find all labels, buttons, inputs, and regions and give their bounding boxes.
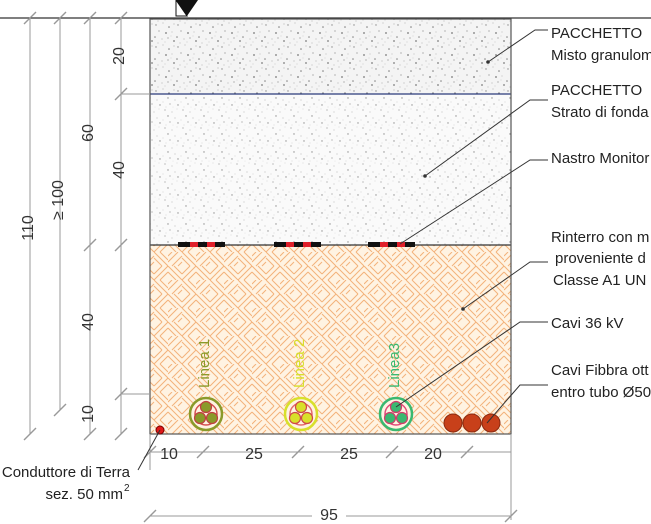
warning-tape-3 xyxy=(368,242,415,247)
label-ground-2: sez. 50 mm xyxy=(45,486,123,503)
linea-1-label: Linea 1 xyxy=(196,339,213,388)
label-ground-1: Conduttore di Terra xyxy=(2,464,131,481)
dim-min-depth: ≥ 100 xyxy=(50,180,67,220)
dim-layer-top: 20 xyxy=(111,47,128,65)
dim-cable-zone: 10 xyxy=(80,405,97,423)
warning-tape-1 xyxy=(178,242,225,247)
dim-layer-middle: 40 xyxy=(111,161,128,179)
layer-foundation xyxy=(150,94,511,245)
total-width-label-bg xyxy=(312,503,346,523)
warning-tape-2 xyxy=(274,242,321,247)
linea-2-label: Linea 2 xyxy=(291,339,308,388)
dim-upper-pack: 60 xyxy=(80,124,97,142)
fiber-tubes xyxy=(443,413,501,433)
dim-seg-4: 20 xyxy=(424,446,442,463)
dim-seg-2: 25 xyxy=(245,446,263,463)
leader-dots xyxy=(423,60,490,311)
label-fiber-1: Cavi Fibbra ott xyxy=(551,362,649,379)
horizontal-dimension-ticks xyxy=(143,445,474,459)
label-backfill-3: Classe A1 UN xyxy=(553,272,646,289)
cable-bundle-linea-1 xyxy=(188,396,224,432)
label-pack-1-desc: Misto granulom xyxy=(551,47,651,64)
vertical-dimension-ticks xyxy=(23,11,128,441)
leader-lines xyxy=(137,29,548,471)
dim-backfill: 40 xyxy=(80,313,97,331)
label-fiber-2: entro tubo Ø50 xyxy=(551,384,651,401)
label-backfill-2: proveniente d xyxy=(555,250,646,267)
label-pack-1-title: PACCHETTO xyxy=(551,25,642,42)
label-ground-sup: 2 xyxy=(124,483,130,494)
dim-seg-3: 25 xyxy=(340,446,358,463)
ground-level-marker-icon xyxy=(176,0,198,16)
ground-level-marker-half xyxy=(175,0,188,17)
cable-bundle-linea-2 xyxy=(283,396,319,432)
label-backfill-1: Rinterro con m xyxy=(551,229,649,246)
layer-granular-mix xyxy=(150,19,511,94)
dim-total-width: 95 xyxy=(320,507,338,524)
dim-seg-1: 10 xyxy=(160,446,178,463)
vertical-dimension-lines xyxy=(29,18,150,434)
linea-3-label: Linea3 xyxy=(386,343,403,388)
total-width-ticks xyxy=(143,509,518,523)
label-tape: Nastro Monitor xyxy=(551,150,649,167)
trench-outline xyxy=(149,18,512,435)
label-cables: Cavi 36 kV xyxy=(551,315,624,332)
dim-total: 110 xyxy=(20,215,37,241)
label-pack-2-title: PACCHETTO xyxy=(551,82,642,99)
cable-bundle-linea-3 xyxy=(378,396,414,432)
label-pack-2-desc: Strato di fonda xyxy=(551,104,649,121)
